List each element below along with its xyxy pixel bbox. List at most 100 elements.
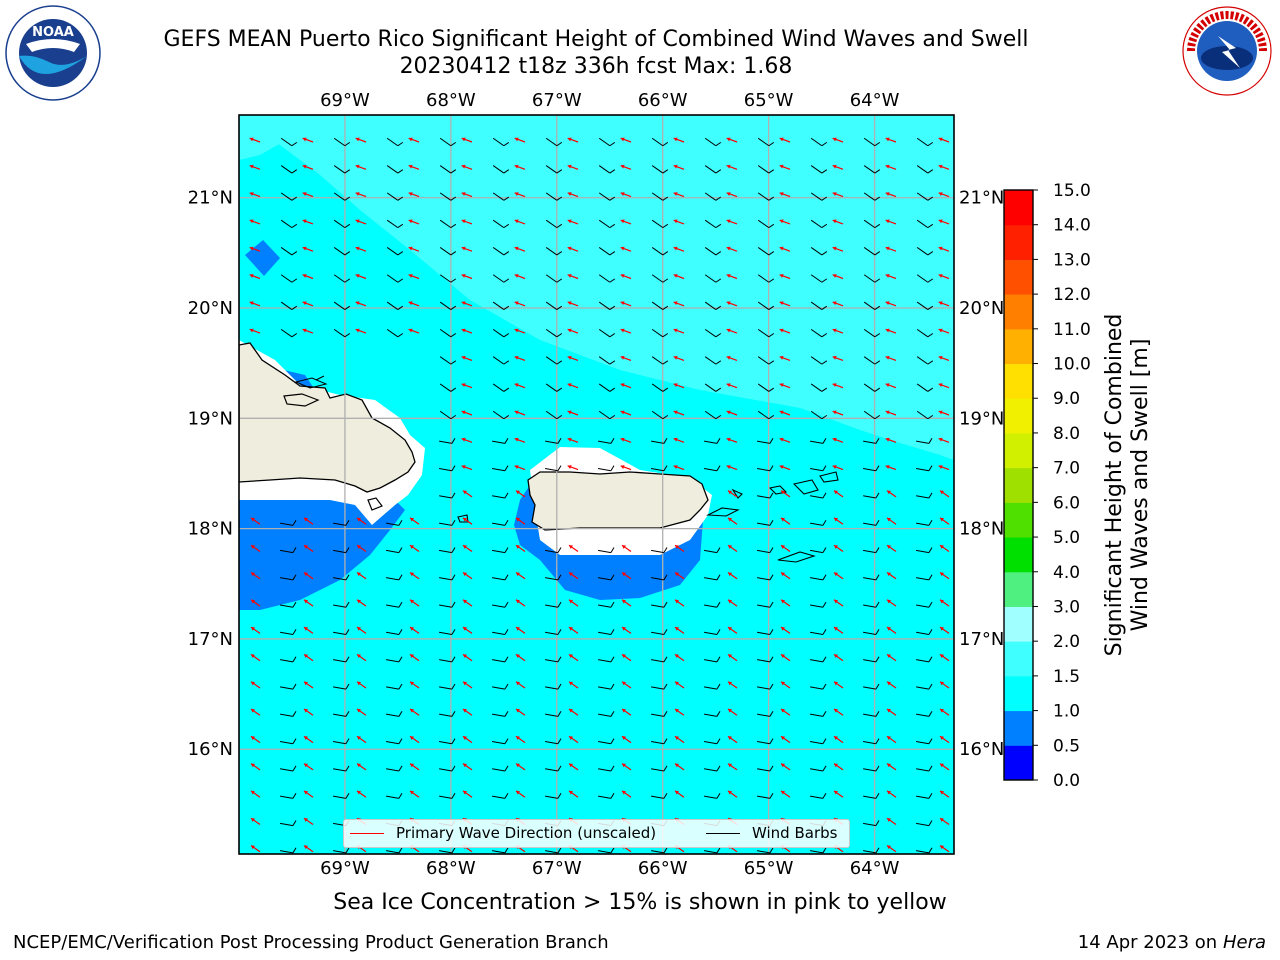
wave-arrow (939, 681, 950, 689)
wave-arrow (249, 164, 261, 170)
colorbar-tick-label: 9.0 (1053, 389, 1080, 409)
wind-barb (333, 711, 350, 717)
wave-arrow (356, 790, 367, 798)
colorbar-segment (1004, 502, 1033, 538)
wave-arrow (250, 599, 261, 607)
wave-arrow (885, 301, 897, 307)
wave-arrow (621, 653, 632, 662)
wave-arrow (727, 763, 738, 771)
wave-arrow (938, 192, 950, 198)
wave-arrow (356, 681, 367, 689)
wind-barb (916, 547, 933, 554)
wave-arrow (780, 681, 791, 689)
wind-barb (492, 247, 510, 256)
wind-barb (863, 711, 880, 717)
lat-tick-label: 18°N (188, 519, 233, 540)
graticule (239, 115, 954, 854)
land-saona-island (367, 497, 383, 511)
wind-barb (545, 219, 563, 229)
footer-date-text: 14 Apr 2023 on (1077, 932, 1223, 953)
footer-machine: Hera (1222, 932, 1266, 953)
wind-barb (492, 765, 509, 772)
wind-barb (545, 328, 563, 338)
wind-barb (545, 410, 563, 420)
wave-arrow (939, 763, 950, 771)
colorbar-segment (1004, 363, 1033, 399)
wave-arrow (514, 410, 526, 416)
wave-arrow (249, 246, 261, 252)
wave-arrow (355, 137, 367, 143)
wave-arrow (886, 708, 897, 716)
wind-barb (916, 847, 933, 854)
wind-barb (492, 601, 509, 608)
legend-wind-barbs-swatch (706, 832, 740, 834)
wave-arrow (620, 465, 632, 471)
wind-barb (651, 219, 669, 229)
wind-barb (651, 356, 669, 365)
chart-subtitle: 20230412 t18z 336h fcst Max: 1.68 (399, 54, 793, 79)
land-vieques (705, 507, 740, 517)
wind-barb (916, 274, 934, 283)
wind-barb (704, 574, 721, 581)
wind-barb (863, 301, 881, 310)
wind-barb (386, 738, 403, 745)
wave-arrow (408, 273, 420, 280)
wave-arrow (780, 708, 791, 716)
wave-arrow (461, 328, 473, 334)
wind-barb (810, 547, 827, 554)
wave-arrow (885, 246, 897, 252)
wave-arrow (409, 544, 420, 552)
wind-barb (863, 247, 881, 256)
wave-arrow (620, 437, 632, 443)
wave-arrow (620, 273, 632, 280)
wind-barb (810, 711, 827, 717)
wave-arrow (885, 164, 897, 170)
wave-arrow (833, 735, 844, 744)
wind-barb (492, 711, 509, 717)
wave-arrow (938, 383, 950, 389)
lat-tick-label: 17°N (959, 629, 1004, 650)
wind-barb (704, 410, 722, 420)
wave-arrow (620, 246, 632, 252)
wave-arrow (409, 790, 420, 798)
wind-barb (704, 792, 721, 799)
wind-barb (757, 219, 775, 229)
wave-arrow (726, 301, 738, 307)
wind-barb (386, 247, 404, 256)
wave-arrow (303, 544, 314, 552)
wind-barb (439, 383, 457, 392)
wave-arrow (674, 653, 685, 662)
colorbar-tick-label: 14.0 (1053, 216, 1091, 236)
wave-arrow (674, 544, 685, 552)
wind-barb (757, 656, 774, 663)
wind-barb (333, 792, 350, 799)
wave-arrow (514, 355, 526, 361)
wave-arrow (515, 790, 526, 798)
wind-barb (545, 629, 562, 636)
wind-barb (704, 219, 722, 229)
colorbar-tick-label: 11.0 (1053, 320, 1091, 340)
land-small-islands (294, 375, 328, 389)
wind-barb (598, 738, 615, 745)
wind-barb (916, 629, 933, 636)
wave-arrow (832, 383, 844, 389)
wave-arrow (939, 653, 950, 662)
wave-arrow (462, 681, 473, 689)
wind-barb (333, 601, 350, 608)
lon-tick-label: 65°W (744, 90, 794, 111)
wave-arrow (461, 164, 473, 170)
wave-arrow (302, 328, 314, 334)
wind-barb (598, 765, 615, 772)
wind-barb (492, 219, 510, 229)
wave-arrow (409, 735, 420, 744)
wave-arrow (567, 465, 579, 471)
wave-arrow (832, 437, 844, 443)
wave-arrow (885, 383, 897, 389)
wave-arrow (621, 681, 632, 689)
colorbar-segment (1004, 224, 1033, 260)
legend-primary-wave-swatch (350, 832, 384, 834)
wind-barb (863, 574, 880, 581)
wind-barb (757, 711, 774, 717)
wave-arrow (356, 763, 367, 771)
wave-arrow (356, 626, 367, 634)
